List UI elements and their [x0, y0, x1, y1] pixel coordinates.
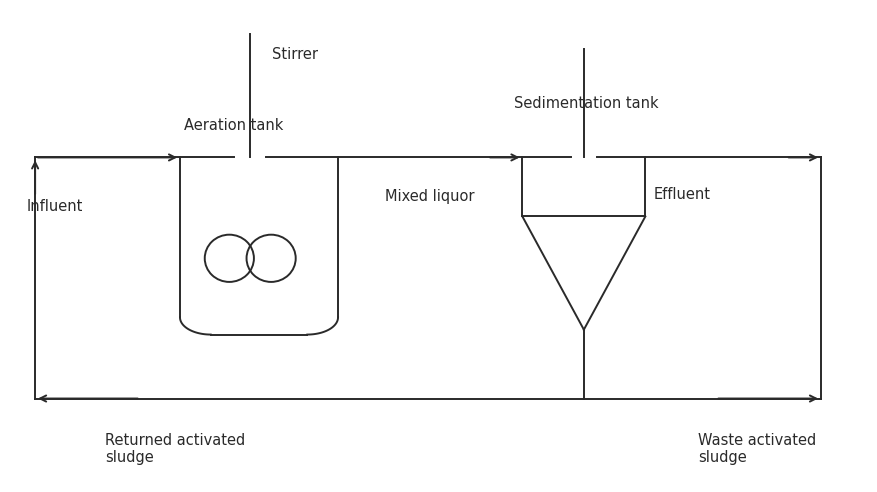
- Text: Influent: Influent: [26, 199, 82, 214]
- Text: Stirrer: Stirrer: [272, 47, 317, 62]
- Text: Effluent: Effluent: [653, 187, 710, 202]
- Text: Returned activated
sludge: Returned activated sludge: [105, 433, 246, 465]
- Text: Aeration tank: Aeration tank: [184, 118, 283, 133]
- Text: Waste activated
sludge: Waste activated sludge: [697, 433, 816, 465]
- Text: Sedimentation tank: Sedimentation tank: [513, 96, 658, 111]
- Text: Mixed liquor: Mixed liquor: [385, 189, 474, 204]
